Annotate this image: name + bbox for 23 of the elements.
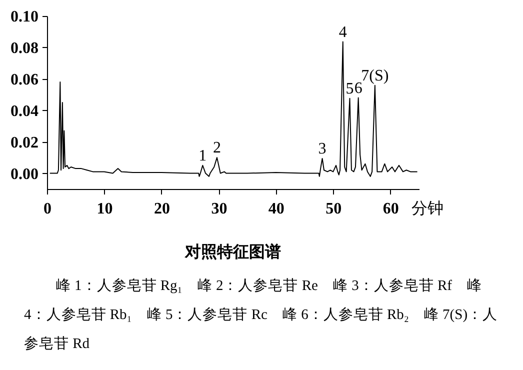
y-tick-label: 0.00: [10, 166, 38, 183]
annotation: 2: [212, 140, 221, 157]
text: 对照特征图谱: [184, 243, 281, 261]
x-tick-label: 30: [211, 200, 228, 218]
x-tick-label: 10: [96, 200, 113, 218]
x-axis-title: 分钟: [412, 200, 444, 218]
annotation: 4: [338, 24, 347, 41]
x-tick-label: 20: [154, 200, 170, 218]
y-tick-label: 0.10: [10, 8, 38, 26]
y-tick-label: 0.02: [10, 134, 38, 152]
text: 峰 1：人参皂苷 Rg₁ 峰 2：人参皂苷 Re 峰 3：人参皂苷 Rf 峰 4：人参皂苷 Rb₁ 峰 5：人参皂苷 Rc 峰 6：人参皂苷 Rb₂ 峰 7(S)：人参皂苷 Rd: [24, 277, 499, 354]
y-tick-label: 0.06: [10, 71, 38, 88]
annotation: 6: [354, 80, 362, 97]
y-tick-label: 0.04: [10, 102, 38, 120]
annotation: 1: [198, 147, 207, 164]
annotation: 3: [318, 140, 326, 158]
x-tick-label: 50: [326, 200, 342, 218]
x-tick-label: 40: [268, 200, 284, 218]
x-tick-label: 60: [382, 200, 399, 218]
x-tick-label: 0: [44, 200, 52, 218]
annotation: 5: [346, 80, 354, 98]
annotation: 7(S): [361, 67, 389, 84]
y-tick-label: 0.08: [10, 40, 38, 57]
